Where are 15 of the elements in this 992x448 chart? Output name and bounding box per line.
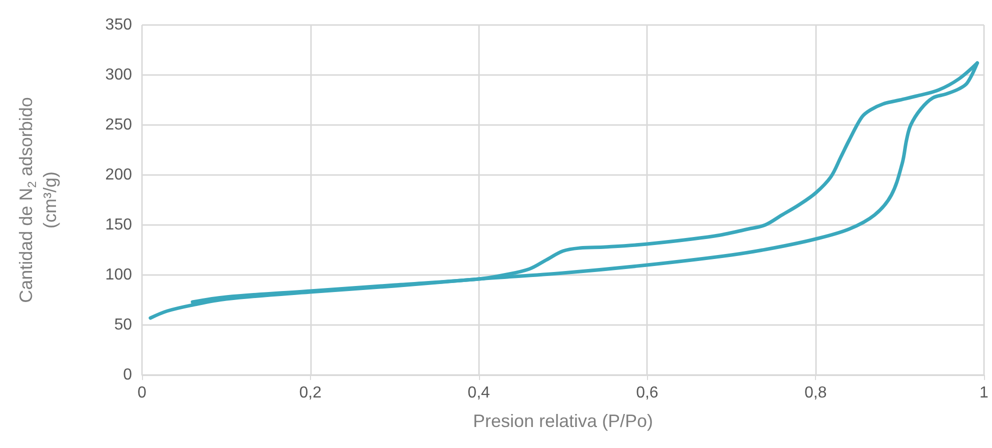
- x-tick-label: 0: [138, 384, 147, 402]
- y-tick-label: 300: [105, 66, 132, 84]
- y-tick-label: 100: [105, 266, 132, 284]
- y-tick-label: 350: [105, 16, 132, 34]
- y-tick-label: 250: [105, 116, 132, 134]
- y-tick-label: 150: [105, 216, 132, 234]
- x-tick-label: 0,8: [804, 384, 827, 402]
- x-axis-title: Presion relativa (P/Po): [472, 411, 654, 431]
- x-tick-label: 1: [980, 384, 989, 402]
- x-tick-label: 0,6: [636, 384, 658, 402]
- y-tick-label: 50: [114, 316, 132, 334]
- x-tick-label: 0,2: [299, 384, 322, 402]
- y-tick-label: 0: [123, 366, 132, 384]
- y-tick-label: 200: [105, 166, 132, 184]
- x-tick-label: 0,4: [468, 384, 490, 402]
